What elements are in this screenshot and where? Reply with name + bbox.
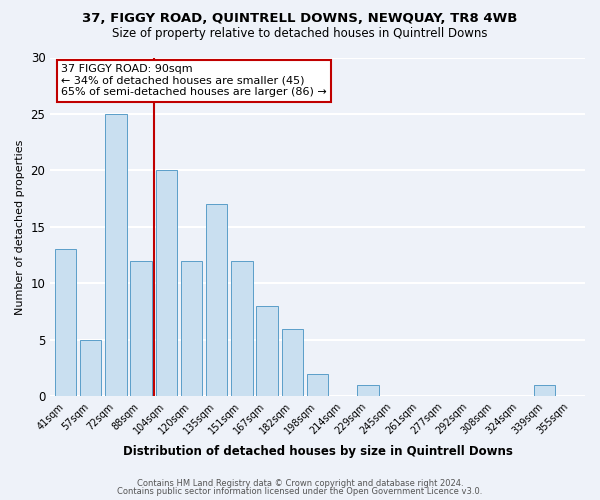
Text: 37 FIGGY ROAD: 90sqm
← 34% of detached houses are smaller (45)
65% of semi-detac: 37 FIGGY ROAD: 90sqm ← 34% of detached h… xyxy=(61,64,327,98)
Bar xyxy=(155,170,177,396)
X-axis label: Distribution of detached houses by size in Quintrell Downs: Distribution of detached houses by size … xyxy=(123,444,512,458)
Bar xyxy=(55,250,76,396)
Y-axis label: Number of detached properties: Number of detached properties xyxy=(15,139,25,314)
Bar xyxy=(358,385,379,396)
Bar xyxy=(256,306,278,396)
Bar xyxy=(181,261,202,396)
Bar xyxy=(282,328,303,396)
Bar xyxy=(206,204,227,396)
Bar xyxy=(534,385,556,396)
Text: Contains HM Land Registry data © Crown copyright and database right 2024.: Contains HM Land Registry data © Crown c… xyxy=(137,478,463,488)
Bar xyxy=(130,261,152,396)
Text: Contains public sector information licensed under the Open Government Licence v3: Contains public sector information licen… xyxy=(118,487,482,496)
Text: 37, FIGGY ROAD, QUINTRELL DOWNS, NEWQUAY, TR8 4WB: 37, FIGGY ROAD, QUINTRELL DOWNS, NEWQUAY… xyxy=(82,12,518,26)
Bar xyxy=(105,114,127,397)
Bar xyxy=(231,261,253,396)
Bar xyxy=(80,340,101,396)
Text: Size of property relative to detached houses in Quintrell Downs: Size of property relative to detached ho… xyxy=(112,28,488,40)
Bar xyxy=(307,374,328,396)
